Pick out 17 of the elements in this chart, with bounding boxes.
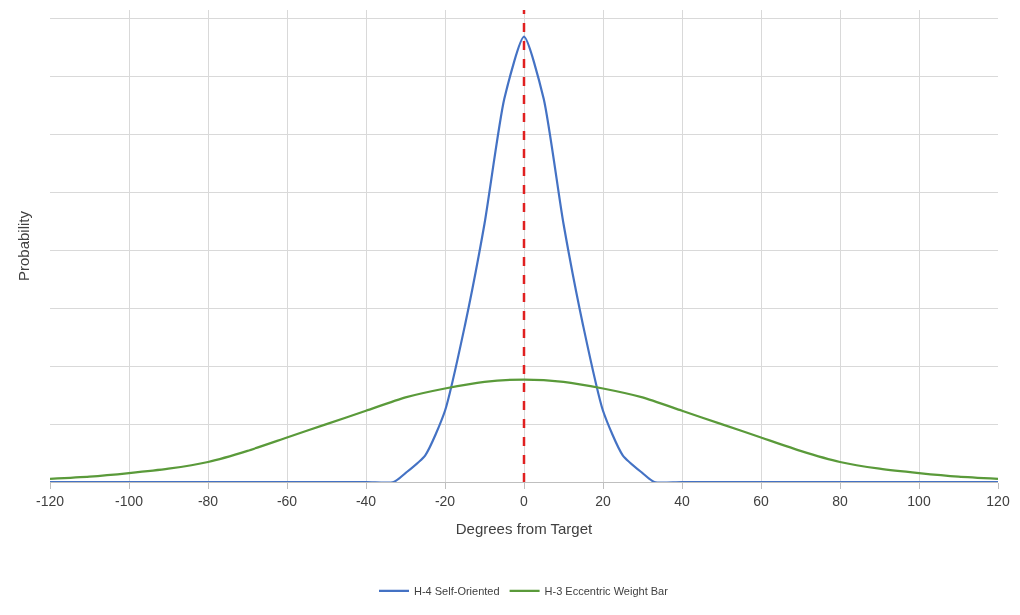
legend-label: H-4 Self-Oriented xyxy=(414,585,500,598)
x-axis-title: Degrees from Target xyxy=(455,519,594,537)
x-tick-label: -40 xyxy=(355,492,377,509)
y-axis-title: Probability xyxy=(15,210,33,282)
x-tick-label: 20 xyxy=(595,492,611,509)
x-tick-label: 40 xyxy=(674,492,690,509)
x-tick-label: -60 xyxy=(276,492,298,509)
x-tick-label: -100 xyxy=(114,492,144,509)
x-tick-label: -120 xyxy=(35,492,65,509)
legend-label: H-3 Eccentric Weight Bar xyxy=(544,585,669,598)
x-tick-label: 120 xyxy=(986,492,1010,509)
x-tick-label: -80 xyxy=(197,492,219,509)
x-tick-label: 80 xyxy=(832,492,848,509)
x-tick-label: -20 xyxy=(434,492,456,509)
x-tick-label: 60 xyxy=(753,492,769,509)
x-tick-label: 100 xyxy=(907,492,931,509)
x-tick-label: 0 xyxy=(520,492,529,509)
